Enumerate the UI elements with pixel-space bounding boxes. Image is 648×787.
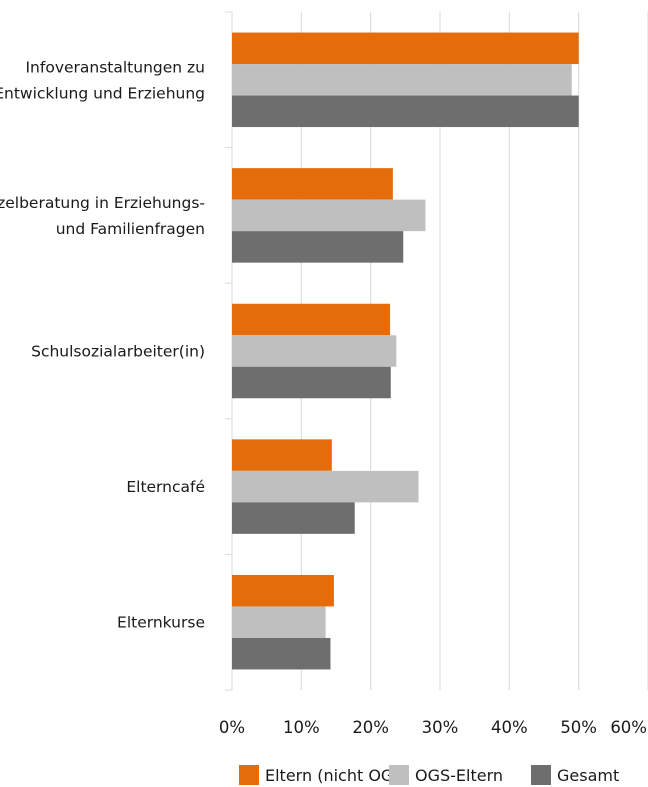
x-tick-label: 30%	[422, 718, 459, 737]
category-labels: Infoveranstaltungen zu Entwicklung und Er…	[0, 58, 205, 631]
bar	[232, 95, 579, 128]
legend-label: Eltern (nicht OGS)	[265, 766, 410, 785]
legend: Eltern (nicht OGS) OGS-Eltern Gesamt	[239, 765, 619, 785]
legend-swatch	[531, 765, 551, 785]
legend-swatch	[389, 765, 409, 785]
x-tick-labels: 0% 10% 20% 30% 40% 50% 60%	[219, 718, 647, 737]
x-tick-label: 60%	[610, 718, 647, 737]
bar	[232, 606, 326, 638]
bar	[232, 335, 397, 367]
bar	[232, 32, 579, 65]
x-tick-label: 10%	[283, 718, 320, 737]
bar	[232, 470, 419, 503]
bar	[232, 199, 426, 232]
bar	[232, 439, 332, 471]
bar	[232, 637, 331, 670]
x-tick-label: 0%	[219, 718, 245, 737]
bar	[232, 502, 355, 534]
bar	[232, 231, 404, 263]
category-label: Elternkurse	[117, 614, 205, 632]
x-tick-label: 20%	[352, 718, 389, 737]
bars	[232, 32, 579, 670]
legend-label: OGS-Eltern	[415, 766, 503, 785]
category-label: Schulsozialarbeiter(in)	[31, 343, 205, 361]
bar	[232, 64, 572, 96]
bar	[232, 303, 391, 336]
category-label: Elterncafé	[126, 478, 205, 496]
x-tick-label: 40%	[491, 718, 528, 737]
category-axis	[225, 11, 233, 691]
x-tick-label: 50%	[560, 718, 597, 737]
bar	[232, 168, 393, 200]
category-label: Entwicklung und Erziehung	[0, 84, 205, 102]
category-label: und Familienfragen	[56, 220, 205, 238]
category-label: Einzelberatung in Erziehungs-	[0, 194, 205, 212]
legend-swatch	[239, 765, 259, 785]
legend-label: Gesamt	[557, 766, 619, 785]
category-label: Infoveranstaltungen zu	[25, 58, 205, 76]
bar	[232, 366, 391, 399]
bar	[232, 574, 334, 607]
